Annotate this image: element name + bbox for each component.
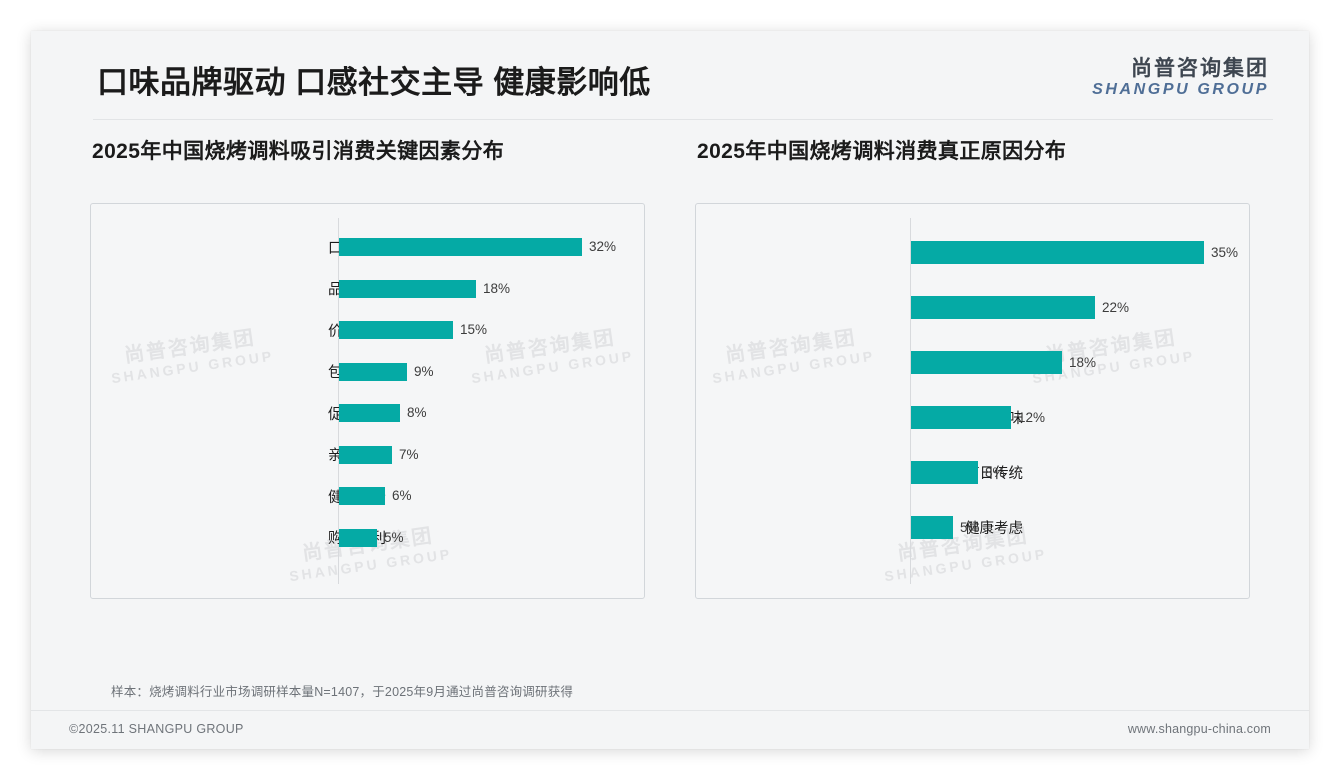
charts-area: 2025年中国烧烤调料吸引消费关键因素分布 尚普咨询集团 SHANGPU GRO…	[31, 135, 1309, 655]
slide-card: 口味品牌驱动 口感社交主导 健康影响低 尚普咨询集团 SHANGPU GROUP…	[31, 31, 1309, 749]
bar-row: 促销活动8%	[91, 404, 644, 423]
slide-header: 口味品牌驱动 口感社交主导 健康影响低 尚普咨询集团 SHANGPU GROUP	[31, 31, 1309, 123]
bar-value-label: 6%	[392, 488, 412, 503]
bar-row: 提升食物口感35%	[696, 241, 1249, 264]
bar-value-label: 22%	[1102, 300, 1130, 315]
bar	[339, 238, 582, 256]
footer-divider	[31, 710, 1309, 711]
bar-row: 口味喜好32%	[91, 238, 644, 257]
bar	[339, 487, 385, 505]
bar-value-label: 32%	[589, 239, 617, 254]
header-divider	[93, 119, 1273, 120]
bar-row: 个人饮食习惯18%	[696, 351, 1249, 374]
bar-value-label: 12%	[1018, 410, 1046, 425]
logo-text-cn: 尚普咨询集团	[1131, 57, 1269, 80]
bar-chart-left: 口味喜好32% 品牌信誉18% 价格实惠15% 包装设计9% 促销活动8% 亲友推荐7% 健…	[91, 204, 644, 598]
logo-text-en: SHANGPU GROUP	[1092, 81, 1269, 99]
bar	[339, 279, 476, 298]
bar-row: 价格实惠15%	[91, 321, 644, 340]
chart-axis-line	[910, 218, 911, 584]
chart-frame-right: 尚普咨询集团 SHANGPU GROUP 尚普咨询集团 SHANGPU GROU…	[695, 203, 1250, 599]
bar	[911, 406, 1011, 429]
bar	[339, 362, 407, 381]
bar-chart-right: 提升食物口感35% 社交聚会需要22% 个人饮食习惯18% 尝试新口味12% 节日传统8…	[696, 204, 1249, 598]
bar-value-label: 15%	[460, 322, 488, 337]
company-logo: 尚普咨询集团 SHANGPU GROUP	[1092, 57, 1269, 99]
bar-row: 包装设计9%	[91, 362, 644, 381]
chart-title-left: 2025年中国烧烤调料吸引消费关键因素分布	[92, 140, 505, 163]
bar	[339, 321, 453, 339]
bar-rows-right: 提升食物口感35% 社交聚会需要22% 个人饮食习惯18% 尝试新口味12% 节日传统8…	[696, 204, 1249, 598]
bar	[339, 404, 400, 422]
bar	[911, 461, 978, 484]
chart-frame-left: 尚普咨询集团 SHANGPU GROUP 尚普咨询集团 SHANGPU GROU…	[90, 203, 645, 599]
page-title: 口味品牌驱动 口感社交主导 健康影响低	[97, 65, 651, 100]
website-link[interactable]: www.shangpu-china.com	[1127, 722, 1271, 736]
bar-row: 健康考虑 5%	[696, 516, 1249, 539]
bar-category-label: 健康考虑	[965, 521, 1023, 537]
bar-value-label: 9%	[414, 363, 434, 379]
bar-category-label: 节日传统	[965, 466, 1023, 482]
bar-rows-left: 口味喜好32% 品牌信誉18% 价格实惠15% 包装设计9% 促销活动8% 亲友推荐7% 健…	[91, 204, 644, 598]
source-note: 样本：烧烤调料行业市场调研样本量N=1407，于2025年9月通过尚普咨询调研获…	[111, 685, 574, 699]
bar-row: 亲友推荐7%	[91, 445, 644, 464]
bar	[911, 241, 1204, 264]
bar-value-label: 8%	[407, 405, 427, 420]
chart-panel-right: 2025年中国烧烤调料消费真正原因分布 尚普咨询集团 SHANGPU GROUP…	[695, 135, 1250, 599]
bar-row: 尝试新口味12%	[696, 406, 1249, 429]
bar-row: 健康成分6%	[91, 487, 644, 506]
chart-axis-line	[338, 218, 339, 584]
slide-footer: ©2025.11 SHANGPU GROUP www.shangpu-china…	[31, 711, 1309, 749]
bar-row: 社交聚会需要22%	[696, 296, 1249, 319]
bar-value-label: 35%	[1211, 245, 1239, 260]
bar	[911, 516, 953, 539]
bar-value-label: 18%	[1069, 355, 1097, 370]
bar-value-label: 5%	[384, 529, 404, 545]
bar	[339, 445, 392, 464]
bar-row: 品牌信誉18%	[91, 279, 644, 298]
bar-value-label: 7%	[399, 446, 419, 462]
bar-value-label: 5%	[960, 520, 980, 535]
copyright-text: ©2025.11 SHANGPU GROUP	[69, 722, 244, 736]
bar	[911, 296, 1095, 319]
chart-title-right: 2025年中国烧烤调料消费真正原因分布	[697, 140, 1067, 163]
bar	[339, 528, 377, 547]
bar-row: 购买便利5%	[91, 528, 644, 547]
bar-row: 节日传统 8%	[696, 461, 1249, 484]
bar-value-label: 18%	[483, 280, 511, 296]
bar-value-label: 8%	[985, 465, 1005, 480]
chart-panel-left: 2025年中国烧烤调料吸引消费关键因素分布 尚普咨询集团 SHANGPU GRO…	[90, 135, 645, 599]
bar	[911, 351, 1062, 374]
